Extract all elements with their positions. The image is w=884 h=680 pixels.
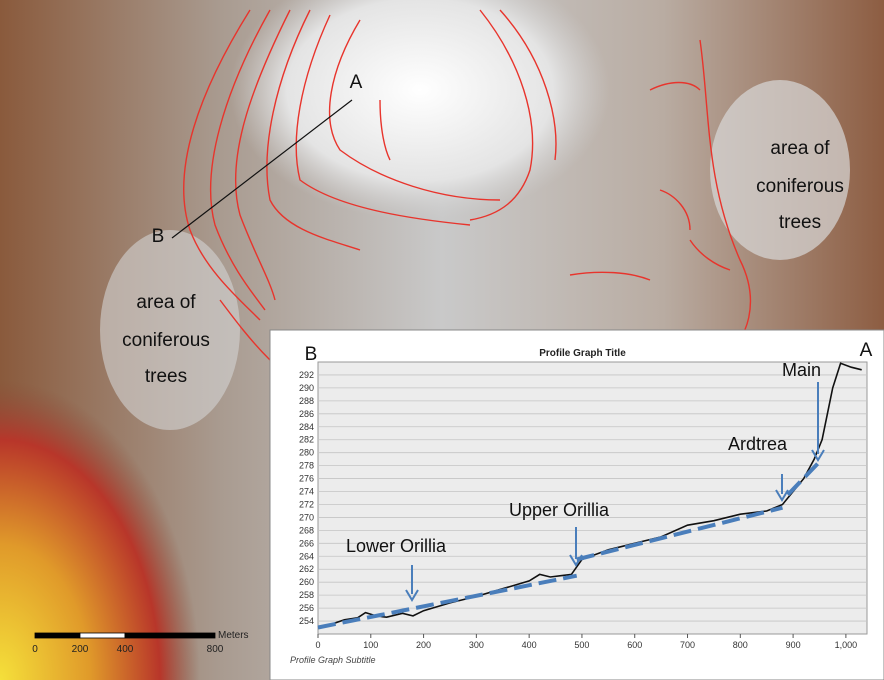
scale-label: 0 bbox=[32, 644, 38, 655]
y-tick-label: 274 bbox=[299, 487, 314, 497]
y-tick-label: 272 bbox=[299, 499, 314, 509]
scale-label: 400 bbox=[117, 644, 134, 655]
end-label: B bbox=[305, 344, 318, 365]
y-tick-label: 288 bbox=[299, 396, 314, 406]
area-line: coniferous bbox=[756, 176, 844, 197]
x-tick-label: 600 bbox=[627, 640, 642, 650]
y-tick-label: 264 bbox=[299, 551, 314, 561]
y-tick-label: 290 bbox=[299, 383, 314, 393]
page: {"map": { "point_a": "A", "point_b": "B"… bbox=[0, 0, 884, 680]
x-tick-label: 1,000 bbox=[835, 640, 858, 650]
point-label: A bbox=[350, 72, 363, 93]
annotation: Upper Orillia bbox=[509, 500, 610, 520]
y-tick-label: 270 bbox=[299, 512, 314, 522]
x-tick-label: 500 bbox=[574, 640, 589, 650]
area-line: trees bbox=[145, 366, 187, 387]
y-tick-label: 292 bbox=[299, 370, 314, 380]
scale-unit: Meters bbox=[218, 630, 249, 641]
y-tick-label: 260 bbox=[299, 577, 314, 587]
area-line: area of bbox=[136, 292, 196, 313]
area-line: area of bbox=[770, 138, 830, 159]
tree-area bbox=[710, 80, 850, 260]
figure: A B area of coniferous trees area of con… bbox=[0, 0, 884, 680]
y-tick-label: 266 bbox=[299, 538, 314, 548]
x-tick-label: 0 bbox=[315, 640, 320, 650]
profile-chart: 254 256 258 260 262 264 266 268 270 272 274 276 278 2… bbox=[290, 340, 873, 665]
plot-area bbox=[318, 362, 867, 634]
y-tick-label: 276 bbox=[299, 474, 314, 484]
x-tick-label: 700 bbox=[680, 640, 695, 650]
x-tick-label: 400 bbox=[522, 640, 537, 650]
y-tick-label: 282 bbox=[299, 435, 314, 445]
y-tick-label: 262 bbox=[299, 564, 314, 574]
chart-subtitle: Profile Graph Subtitle bbox=[290, 655, 376, 665]
scale-segment bbox=[35, 633, 80, 638]
chart-title: Profile Graph Title bbox=[539, 348, 626, 359]
y-tick-label: 268 bbox=[299, 525, 314, 535]
scale-label: 200 bbox=[72, 644, 89, 655]
y-tick-label: 258 bbox=[299, 590, 314, 600]
y-tick-label: 278 bbox=[299, 461, 314, 471]
annotation: Ardtrea bbox=[728, 434, 788, 454]
scale-segment bbox=[125, 633, 215, 638]
annotation: Main bbox=[782, 360, 821, 380]
y-tick-label: 280 bbox=[299, 448, 314, 458]
x-tick-label: 200 bbox=[416, 640, 431, 650]
annotation: Lower Orillia bbox=[346, 536, 447, 556]
point-label: B bbox=[152, 226, 165, 247]
scale-label: 800 bbox=[207, 644, 224, 655]
x-tick-label: 100 bbox=[363, 640, 378, 650]
y-tick-label: 284 bbox=[299, 422, 314, 432]
end-label: A bbox=[860, 340, 873, 361]
y-tick-label: 254 bbox=[299, 616, 314, 626]
area-line: coniferous bbox=[122, 330, 210, 351]
x-tick-label: 900 bbox=[786, 640, 801, 650]
x-tick-label: 800 bbox=[733, 640, 748, 650]
x-tick-label: 300 bbox=[469, 640, 484, 650]
y-tick-label: 286 bbox=[299, 409, 314, 419]
y-tick-label: 256 bbox=[299, 603, 314, 613]
scale-segment bbox=[80, 633, 125, 638]
area-line: trees bbox=[779, 212, 821, 233]
